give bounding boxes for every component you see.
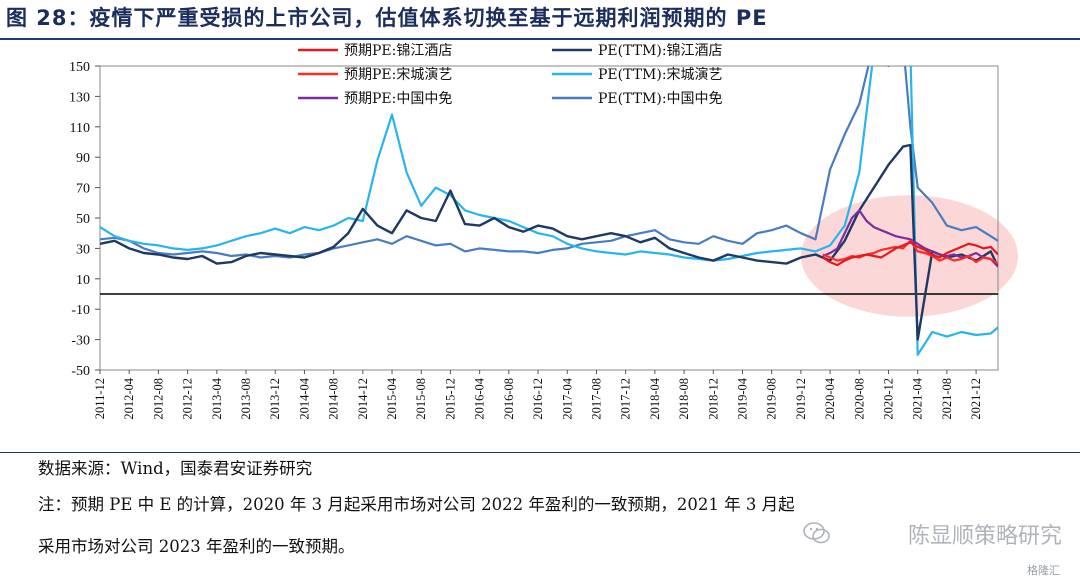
x-tick-label: 2017-08 (589, 378, 603, 420)
series-line-ttm_jinjiang (100, 143, 998, 341)
y-tick-label: 130 (69, 90, 90, 105)
y-tick-label: 10 (76, 273, 90, 288)
x-tick-label: 2021-04 (911, 377, 925, 419)
y-tick-label: 30 (76, 242, 90, 257)
x-tick-label: 2013-04 (210, 377, 224, 419)
footnote-line-1: 注：预期 PE 中 E 的计算，2020 年 3 月起采用市场对公司 2022 … (38, 495, 795, 514)
series-line-ttm_songcheng (100, 66, 998, 356)
x-tick-label: 2014-12 (356, 378, 370, 420)
highlight-ellipse-layer (800, 195, 1018, 317)
x-tick-label: 2020-08 (852, 378, 866, 420)
x-tick-label: 2011-12 (93, 378, 107, 419)
x-tick-label: 2021-12 (969, 378, 983, 420)
y-tick-label: -50 (71, 364, 90, 379)
legend-label: PE(TTM):中国中免 (598, 91, 723, 107)
x-tick-label: 2012-08 (151, 378, 165, 420)
source-note: 数据来源：Wind，国泰君安证券研究 (38, 459, 313, 478)
y-tick-label: 110 (70, 121, 90, 136)
x-tick-label: 2020-12 (881, 378, 895, 420)
legend-label: PE(TTM):锦江酒店 (598, 42, 723, 59)
x-axis: 2011-12 2012-04 2012-08 2012-12 2013-04 2013-… (93, 370, 983, 420)
x-tick-label: 2018-04 (648, 377, 662, 419)
y-tick-label: 50 (76, 212, 90, 227)
x-tick-label: 2017-04 (560, 377, 574, 419)
x-tick-label: 2020-04 (823, 377, 837, 419)
x-tick-label: 2018-12 (706, 378, 720, 420)
x-tick-label: 2017-12 (619, 378, 633, 420)
y-tick-label: 70 (76, 182, 90, 197)
x-tick-label: 2018-08 (677, 378, 691, 420)
x-tick-label: 2013-12 (268, 378, 282, 420)
series-line-fwd_songcheng (822, 239, 998, 265)
chart-bottom-divider (0, 452, 1080, 453)
x-tick-label: 2016-08 (502, 378, 516, 420)
x-tick-label: 2019-12 (794, 378, 808, 420)
series-line-ttm_zhongmian (100, 66, 998, 259)
legend-label: 预期PE:锦江酒店 (344, 42, 452, 59)
highlight-ellipse (800, 195, 1018, 317)
x-tick-label: 2021-08 (940, 378, 954, 420)
x-tick-label: 2019-04 (735, 377, 749, 419)
series-line-fwd_jinjiang (822, 241, 998, 267)
y-tick-label: 150 (69, 60, 90, 75)
x-tick-label: 2015-12 (443, 378, 457, 420)
watermark-badge: 格隆汇 (1027, 564, 1060, 577)
y-tick-label: 90 (76, 151, 90, 166)
legend-label: PE(TTM):宋城演艺 (598, 67, 723, 83)
x-tick-label: 2012-12 (181, 378, 195, 420)
legend-label: 预期PE:中国中免 (344, 91, 452, 107)
title-divider (0, 38, 1080, 40)
x-tick-label: 2016-12 (531, 378, 545, 420)
x-tick-label: 2015-04 (385, 377, 399, 419)
y-axis: 150 130 110 90 70 50 30 10 -10 -30 -50 (69, 60, 998, 379)
wechat-icon (803, 522, 830, 544)
pe-line-chart: 150 130 110 90 70 50 30 10 -10 -30 -50 2011-12 2012… (69, 42, 1018, 420)
x-tick-label: 2016-04 (473, 377, 487, 419)
x-tick-label: 2019-08 (765, 378, 779, 420)
y-tick-label: -30 (71, 334, 90, 349)
y-tick-label: -10 (71, 303, 90, 318)
x-tick-label: 2014-04 (297, 377, 311, 419)
legend-label: 预期PE:宋城演艺 (344, 67, 452, 83)
x-tick-label: 2015-08 (414, 378, 428, 420)
figure-title: 图 28：疫情下严重受损的上市公司，估值体系切换至基于远期利润预期的 PE (6, 6, 768, 30)
watermark-text: 陈显顺策略研究 (907, 524, 1062, 549)
x-tick-label: 2014-08 (327, 378, 341, 420)
x-tick-label: 2013-08 (239, 378, 253, 420)
footnote-line-2: 采用市场对公司 2023 年盈利的一致预期。 (38, 537, 355, 556)
series-layer (100, 66, 998, 356)
x-tick-label: 2012-04 (122, 377, 136, 419)
